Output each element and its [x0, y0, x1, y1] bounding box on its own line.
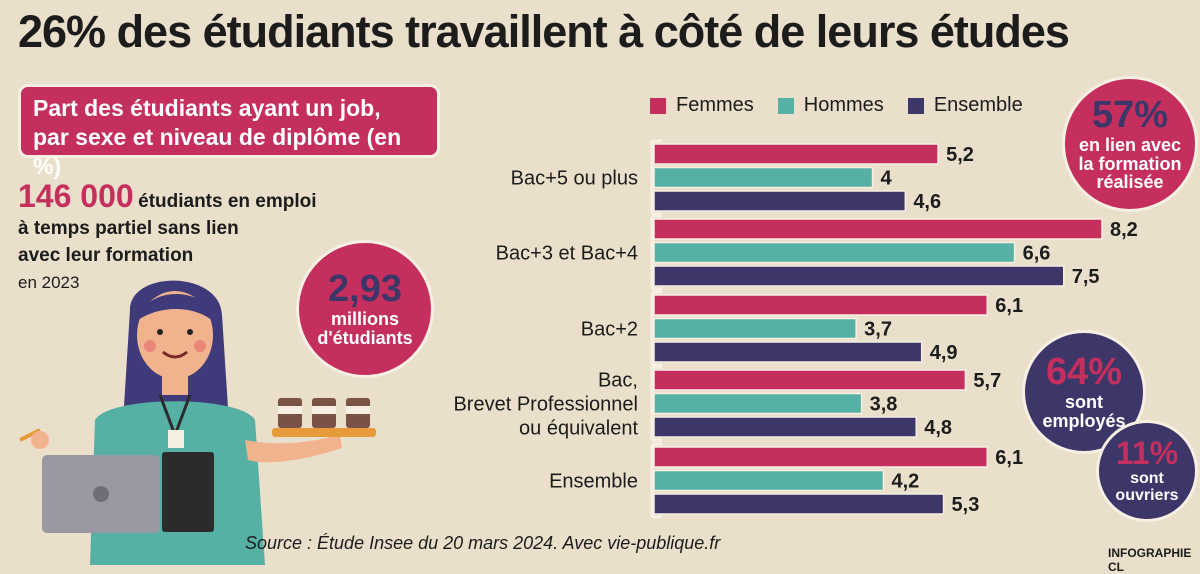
- circle-57-number: 57%: [1091, 93, 1169, 136]
- tray-shape: [272, 428, 376, 437]
- chart-subtitle-box: Part des étudiants ayant un job, par sex…: [18, 84, 440, 179]
- category-label: Bac+3 et Bac+4: [496, 243, 638, 265]
- credit-note: INFOGRAPHIE CL: [1108, 546, 1192, 574]
- category-label: ou équivalent: [519, 418, 638, 440]
- bar-femmes: [653, 143, 939, 165]
- category-label: Bac+5 ou plus: [511, 168, 638, 190]
- bar-ensemble: [653, 493, 945, 515]
- arm-shape: [245, 435, 342, 463]
- circle-total-number: 2,93: [328, 268, 402, 311]
- bar-hommes: [653, 392, 863, 415]
- stat-students-block: 146 000 étudiants en emploi à temps part…: [18, 178, 348, 297]
- data-label-hommes: 4,2: [891, 471, 919, 493]
- legend-swatch-femmes: [650, 97, 666, 114]
- legend-label-hommes: Hommes: [803, 94, 884, 116]
- data-label-ensemble: 4,9: [930, 342, 958, 364]
- bar-ensemble: [653, 265, 1065, 287]
- stat-students-line-3: avec leur formation: [18, 245, 194, 266]
- data-label-hommes: 6,6: [1023, 243, 1051, 265]
- stat-students-line-1: étudiants en emploi: [138, 191, 317, 212]
- data-label-hommes: 3,8: [870, 394, 898, 416]
- circle-64-line-1: sont: [1065, 392, 1103, 413]
- chart-legend: Femmes Hommes Ensemble: [650, 94, 1023, 117]
- student-illustration: [19, 280, 376, 565]
- circle-64-line-2: employés: [1042, 410, 1126, 431]
- circle-11-line-1: sont: [1130, 470, 1164, 487]
- legend-item-ensemble: Ensemble: [907, 94, 1023, 117]
- circle-total-line-2: d'étudiants: [317, 327, 413, 348]
- legend-swatch-ensemble: [907, 97, 924, 114]
- circle-57-percent: 57% en lien avec la formation réalisée: [1062, 76, 1198, 212]
- stat-students-line-2: à temps partiel sans lien: [18, 218, 239, 239]
- data-label-femmes: 6,1: [995, 447, 1023, 469]
- subtitle-line-2: par sexe et niveau de diplôme (en %): [33, 124, 402, 179]
- badge-shape: [168, 430, 184, 448]
- data-label-ensemble: 7,5: [1072, 266, 1100, 288]
- category-label: Ensemble: [549, 471, 638, 493]
- legend-item-femmes: Femmes: [650, 94, 754, 117]
- bar-femmes: [653, 218, 1103, 240]
- subtitle-line-1: Part des étudiants ayant un job,: [33, 95, 381, 121]
- category-label: Bac+2: [581, 319, 638, 341]
- data-label-hommes: 4: [881, 168, 893, 190]
- category-label: Brevet Professionnel: [453, 394, 638, 416]
- data-label-ensemble: 5,3: [952, 494, 980, 516]
- stat-students-year: en 2023: [18, 273, 80, 292]
- circle-11-number: 11%: [1115, 435, 1179, 472]
- data-label-ensemble: 4,6: [913, 191, 941, 213]
- legend-label-femmes: Femmes: [676, 94, 754, 116]
- bar-ensemble: [653, 341, 923, 363]
- circle-57-line-1: en lien avec: [1078, 134, 1182, 155]
- data-label-femmes: 5,7: [973, 370, 1001, 392]
- circle-11-percent: 11% sont ouvriers: [1096, 420, 1198, 522]
- circle-57-line-2: la formation: [1078, 153, 1182, 174]
- legend-item-hommes: Hommes: [777, 94, 884, 117]
- data-label-femmes: 5,2: [946, 144, 974, 166]
- face-shape: [137, 291, 213, 379]
- page-title: 26% des étudiants travaillent à côté de …: [18, 6, 1070, 57]
- bar-hommes: [653, 469, 885, 492]
- source-note: Source : Étude Insee du 20 mars 2024. Av…: [245, 533, 721, 553]
- circle-57-line-3: réalisée: [1096, 172, 1164, 193]
- bar-femmes: [653, 369, 967, 391]
- circle-11-line-2: ouvriers: [1115, 486, 1179, 504]
- circle-64-number: 64%: [1045, 351, 1123, 394]
- stat-students-number: 146 000: [18, 178, 134, 214]
- bar-ensemble: [653, 416, 917, 438]
- bar-ensemble: [653, 190, 907, 212]
- legend-swatch-hommes: [777, 97, 794, 114]
- data-label-hommes: 3,7: [864, 319, 892, 341]
- bar-hommes: [653, 317, 857, 340]
- circle-total-students: 2,93 millions d'étudiants: [296, 240, 434, 378]
- legend-label-ensemble: Ensemble: [933, 94, 1023, 116]
- category-label: Bac,: [598, 370, 638, 392]
- bar-femmes: [653, 294, 989, 316]
- bar-hommes: [653, 241, 1016, 264]
- data-label-femmes: 6,1: [995, 295, 1023, 317]
- circle-total-line-1: millions: [330, 309, 399, 330]
- clipboard-shape: [162, 452, 214, 532]
- bar-femmes: [653, 446, 989, 468]
- data-label-ensemble: 4,8: [924, 417, 952, 439]
- data-label-femmes: 8,2: [1110, 219, 1138, 241]
- bar-hommes: [653, 166, 874, 189]
